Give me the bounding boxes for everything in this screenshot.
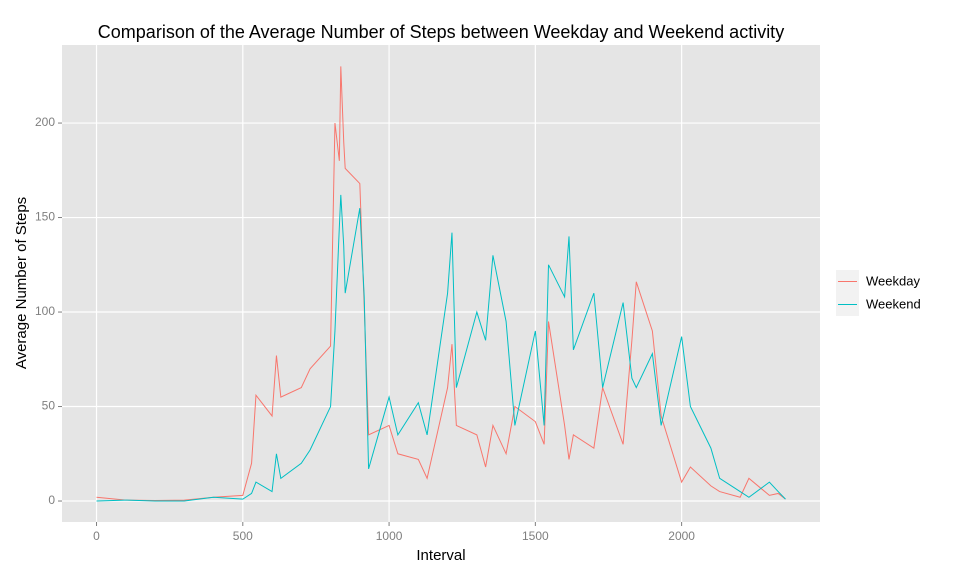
y-tick-label: 50 bbox=[42, 399, 56, 413]
y-axis-label: Average Number of Steps bbox=[13, 197, 30, 369]
x-tick-label: 2000 bbox=[668, 529, 695, 543]
y-tick-label: 100 bbox=[35, 304, 55, 318]
x-tick-label: 0 bbox=[93, 529, 100, 543]
x-tick-label: 1000 bbox=[376, 529, 403, 543]
grid bbox=[58, 45, 820, 526]
legend-label: Weekday bbox=[866, 273, 920, 288]
y-tick-label: 200 bbox=[35, 115, 55, 129]
legend-label: Weekend bbox=[866, 296, 921, 311]
y-tick-label: 150 bbox=[35, 210, 55, 224]
y-tick-label: 0 bbox=[48, 493, 55, 507]
series-line bbox=[96, 194, 786, 502]
x-tick-label: 500 bbox=[233, 529, 253, 543]
legend: Weekday Weekend bbox=[836, 270, 921, 316]
lines bbox=[96, 66, 786, 502]
x-axis-label: Interval bbox=[416, 547, 465, 564]
x-tick-label: 1500 bbox=[522, 529, 549, 543]
chart-title: Comparison of the Average Number of Step… bbox=[98, 22, 784, 42]
panel bbox=[62, 45, 820, 522]
series-line bbox=[96, 66, 786, 501]
